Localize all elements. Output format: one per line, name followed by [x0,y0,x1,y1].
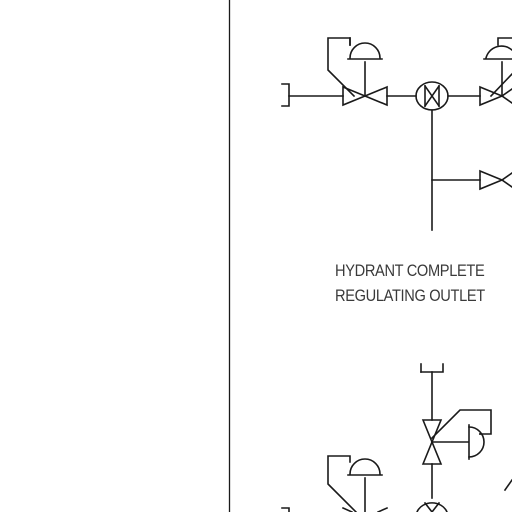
pressure-regulating-valve-icon [479,37,512,107]
flow-meter-icon [416,501,448,512]
pilot-tube [327,455,358,512]
caption-line-1: HYDRANT COMPLETE [335,261,485,280]
diaphragm-actuator-icon [468,426,485,458]
lower-assembly [281,363,512,512]
diagonal-pipe [503,478,512,492]
flow-meter-icon [415,81,449,111]
pressure-regulating-valve-icon [421,409,492,465]
check-valve-icon [479,169,512,191]
upper-assembly [281,37,512,231]
pipe-cap-icon [420,363,444,373]
pressure-regulating-valve-icon [327,455,389,512]
pipe-cap-icon [281,83,290,107]
caption-line-2: REGULATING OUTLET [335,286,485,305]
pilot-tube [327,37,356,98]
pressure-regulating-valve-icon [327,37,388,107]
pilot-tube [430,409,492,440]
pipe-cap-icon [281,507,290,512]
